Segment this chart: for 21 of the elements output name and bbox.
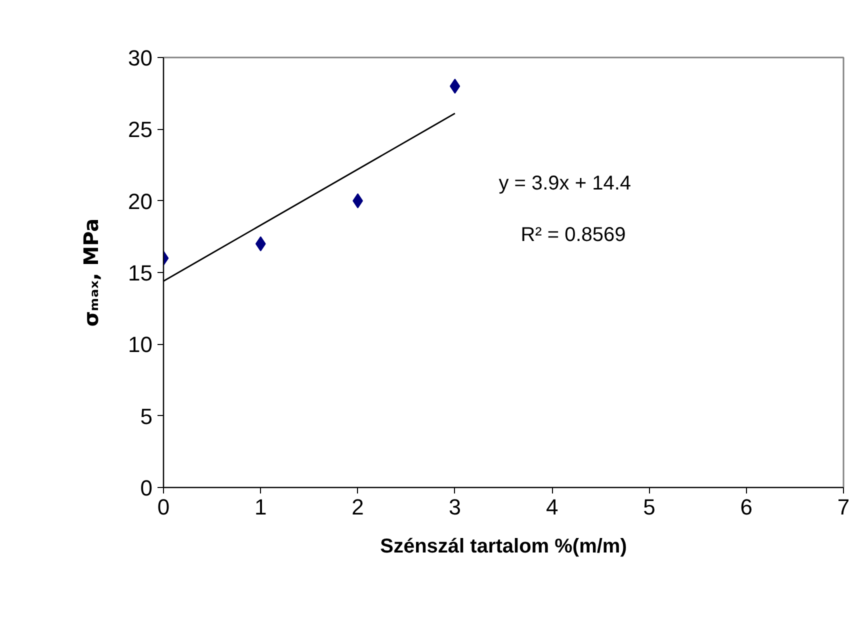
annotation: R² = 0.8569 [520, 224, 626, 246]
y-tick-label: 20 [128, 188, 153, 214]
point [255, 236, 266, 252]
x-tick-label: 3 [448, 494, 462, 520]
x-tick-label: 5 [643, 494, 656, 520]
x-tick-label: 7 [837, 494, 850, 520]
x-tick-label: 1 [254, 494, 267, 520]
y-tick-label: 10 [128, 332, 153, 358]
x-tick-label: 6 [740, 494, 752, 520]
y-tick-label: 0 [140, 476, 153, 500]
annotation: y = 3.9x + 14.4 [498, 172, 632, 195]
x-axis-title: Szénszál tartalom %(m/m) [380, 536, 627, 558]
x-tick-label: 2 [352, 494, 364, 520]
x-tick-label: 0 [157, 494, 170, 520]
y-tick-label: 15 [128, 260, 153, 286]
y-tick-label: 30 [128, 46, 153, 70]
y-axis-title: σₘₐₓ, MPa [79, 218, 104, 327]
x-tick-label: 4 [546, 494, 558, 520]
y-tick-label: 5 [140, 404, 153, 429]
y-tick-label: 25 [128, 117, 153, 142]
point [450, 78, 460, 94]
